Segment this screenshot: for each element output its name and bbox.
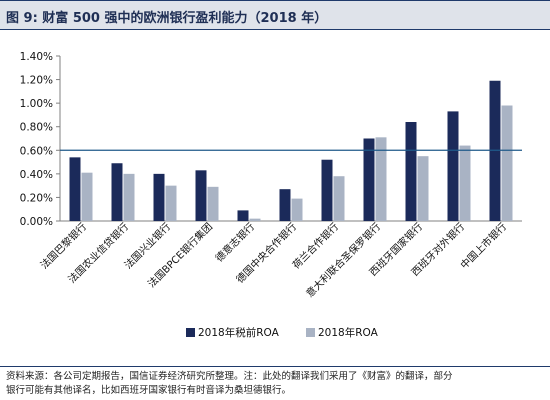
bar-roa (375, 137, 387, 221)
source-note: 资料来源：各公司定期报告，国信证券经济研究所整理。注：此处的翻译我们采用了《财富… (0, 366, 550, 400)
bar-pretax-roa (111, 163, 123, 221)
bar-roa (165, 185, 177, 221)
bar-roa (417, 156, 429, 221)
bar-pretax-roa (195, 170, 207, 221)
bar-pretax-roa (447, 111, 459, 221)
y-tick-label: 1.40% (20, 51, 53, 63)
y-tick-label: 0.80% (20, 122, 53, 134)
bar-pretax-roa (69, 157, 81, 221)
bar-roa (207, 186, 219, 221)
y-tick-label: 1.20% (20, 75, 53, 87)
legend-swatch (186, 328, 195, 337)
source-note-line-2: 银行可能有其他译名，比如西班牙国家银行有时音译为桑坦德银行。 (6, 385, 292, 396)
legend-swatch (306, 328, 315, 337)
bar-roa (291, 198, 303, 221)
bar-pretax-roa (237, 210, 249, 221)
x-category-label: 德意志银行 (213, 220, 258, 265)
legend-label: 2018年税前ROA (198, 326, 280, 339)
figure-title: 图 9: 财富 500 强中的欧洲银行盈利能力（2018 年） (6, 11, 328, 26)
bar-roa (459, 145, 471, 221)
bar-pretax-roa (405, 122, 417, 221)
bar-roa (501, 105, 513, 221)
figure-header: 图 9: 财富 500 强中的欧洲银行盈利能力（2018 年） (0, 0, 550, 30)
bar-pretax-roa (153, 173, 165, 221)
bar-roa (81, 172, 93, 221)
y-tick-label: 1.00% (20, 98, 53, 110)
y-tick-label: 0.20% (20, 192, 53, 204)
bar-pretax-roa (279, 189, 291, 221)
legend-label: 2018年ROA (318, 326, 379, 339)
y-tick-label: 0.40% (20, 169, 53, 181)
bar-roa (123, 173, 135, 221)
y-tick-label: 0.60% (20, 145, 53, 157)
source-note-line-1: 资料来源：各公司定期报告，国信证券经济研究所整理。注：此处的翻译我们采用了《财富… (6, 371, 453, 382)
y-tick-label: 0.00% (20, 216, 53, 228)
x-category-label: 意大利联合圣保罗银行 (303, 220, 383, 300)
roa-bar-chart: 0.00% 0.20% 0.40% 0.60% 0.80% 1.00% 1.20% 1.40%… (20, 51, 522, 339)
bar-roa (333, 176, 345, 221)
bar-pretax-roa (321, 159, 333, 221)
bar-pretax-roa (363, 138, 375, 221)
bar-roa (249, 218, 261, 221)
